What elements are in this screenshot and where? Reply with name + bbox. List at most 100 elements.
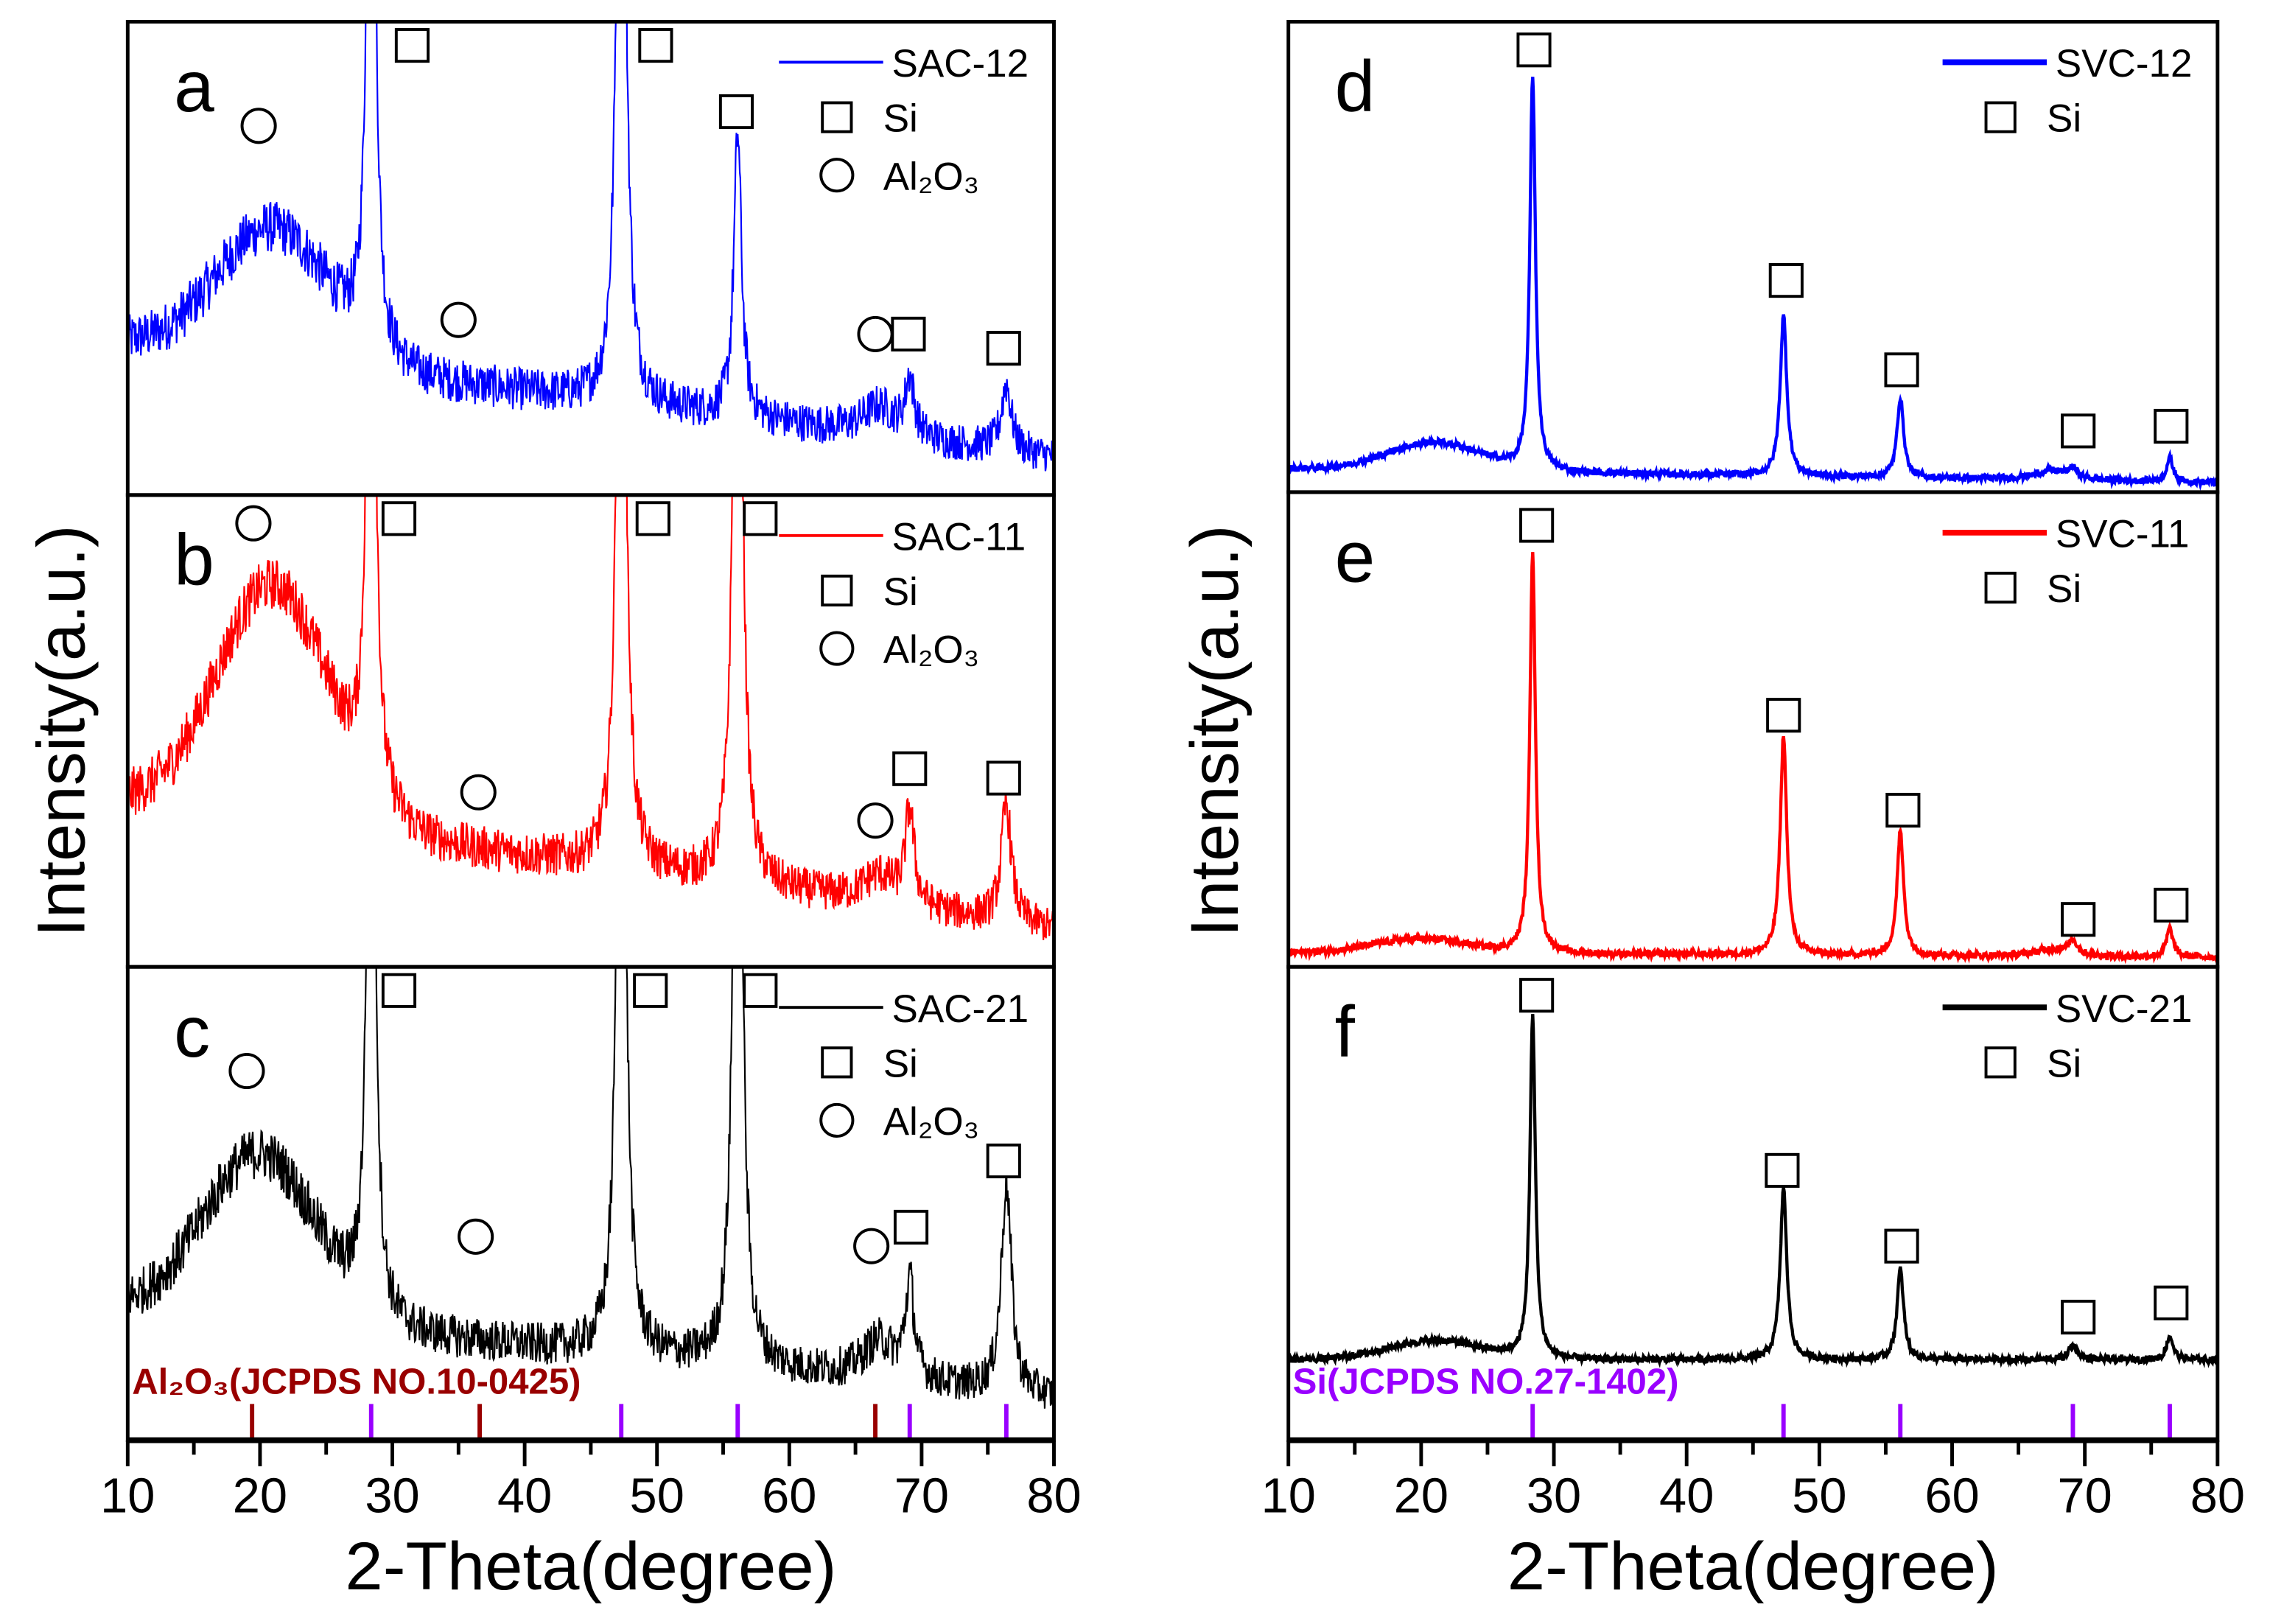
y-axis-title: Intensity(a.u.) [1176,525,1253,937]
si-square-marker [2061,413,2096,449]
al2o3-circle-marker [235,505,272,542]
legend-si-label: Si [883,1042,918,1085]
legend-si-label: Si [2047,97,2081,141]
si-square-marker [986,760,1021,796]
si-square-marker [986,331,1021,366]
legend-series-label: SVC-12 [2056,42,2193,85]
legend-series-label: SAC-11 [891,515,1026,559]
al2o3-circle-marker [458,1218,494,1255]
legend-square-icon [821,574,853,607]
x-tick-label: 80 [2190,1469,2245,1524]
panel-column-right: d SVC-12 Si e SVC-11 Si f SVC-21 Si Si(JCPDS NO.2… [1176,20,2245,1604]
si-square-marker [1519,978,1555,1013]
si-square-marker [892,751,928,786]
si-square-marker [1516,32,1552,68]
series-line-sac-21 [127,967,1054,1409]
al2o3-circle-marker [228,1052,265,1090]
si-square-marker [633,973,668,1008]
legend-si-label: Si [883,97,918,141]
panel-label: a [174,46,214,127]
x-tick-label: 40 [1659,1469,1714,1524]
legend-circle-icon [819,1102,855,1138]
x-tick-label: 50 [1792,1469,1846,1524]
legend-series-label: SVC-11 [2056,513,2190,556]
legend-si-label: Si [2047,1042,2081,1085]
si-square-marker [893,1209,929,1245]
si-square-marker [743,973,778,1008]
x-tick-label: 60 [1924,1469,1979,1524]
panel-label: f [1335,991,1356,1072]
legend-si-label: Si [883,570,918,614]
al2o3-circle-marker [440,301,477,338]
si-square-marker [2154,1285,2189,1320]
panel-label: c [174,991,210,1072]
si-square-marker [1884,352,1919,388]
panel-label: b [174,519,214,601]
si-square-marker [891,316,926,351]
panel-f: f SVC-21 Si [1286,965,2220,1442]
si-square-marker [394,28,430,63]
si-square-marker [1884,1228,1919,1264]
si-square-marker [2154,887,2189,923]
si-square-marker [1765,1152,1800,1188]
x-tick-label: 80 [1026,1469,1081,1524]
si-square-marker [635,501,670,536]
si-square-marker [2154,408,2189,444]
panel-d: d SVC-12 Si [1286,20,2220,494]
al2o3-circle-marker [460,774,497,811]
si-square-marker [1885,792,1921,828]
panel-e: e SVC-11 Si [1286,490,2220,969]
al2o3-circle-marker [857,802,894,839]
legend-square-icon [1984,571,2017,604]
legend-square-icon [821,1046,853,1079]
al2o3-circle-marker [853,1228,890,1264]
panel-label: d [1335,46,1376,127]
legend-circle-icon [819,158,855,193]
si-square-marker [2061,902,2096,937]
legend-al2o3-label: Al₂O₃ [883,629,980,672]
si-square-marker [638,28,673,63]
x-tick-label: 30 [1527,1469,1581,1524]
si-square-marker [718,94,754,130]
x-tick-label: 10 [1261,1469,1316,1524]
legend-series-label: SAC-12 [891,42,1029,85]
al2o3-circle-marker [857,315,894,352]
panel-b: b SAC-11 Si Al₂O₃ [125,493,1056,969]
si-square-marker [381,973,417,1008]
x-tick-label: 60 [762,1469,816,1524]
si-square-marker [1768,263,1804,298]
panel-label: e [1335,517,1376,598]
x-axis-title: 2-Theta(degree) [345,1527,836,1604]
si-square-marker [381,501,417,536]
y-axis-title: Intensity(a.u.) [22,525,99,937]
legend-si-label: Si [2047,567,2081,611]
legend-series-label: SAC-21 [891,987,1029,1031]
series-line-sac-11 [127,494,1054,940]
x-tick-label: 70 [894,1469,949,1524]
legend-square-icon [1984,101,2017,133]
legend-square-icon [1984,1046,2017,1079]
panel-column-left: a SAC-12 Si Al₂O₃ b SAC-11 Si Al₂O₃ c SAC-21 Si Al₂… [22,20,1082,1604]
series-line-svc-21 [1288,1014,2218,1368]
x-tick-label: 20 [1394,1469,1448,1524]
panel-c: c SAC-21 Si Al₂O₃ [125,965,1056,1442]
legend-series-label: SVC-21 [2056,987,2193,1031]
x-tick-label: 10 [100,1469,155,1524]
series-line-svc-11 [1288,552,2218,967]
legend-circle-icon [819,631,855,666]
x-tick-label: 70 [2058,1469,2112,1524]
reference-label: Al₂O₃(JCPDS NO.10-0425) [132,1362,581,1402]
si-square-marker [1766,698,1801,733]
legend-al2o3-label: Al₂O₃ [883,1100,980,1144]
legend-square-icon [821,101,853,133]
x-tick-label: 30 [365,1469,419,1524]
x-tick-label: 50 [630,1469,684,1524]
legend-al2o3-label: Al₂O₃ [883,155,980,198]
series-line-sac-12 [127,21,1054,472]
reference-label: Si(JCPDS NO.27-1402) [1293,1362,1679,1402]
x-tick-label: 20 [233,1469,287,1524]
panel-frame [1286,490,2220,969]
panel-a: a SAC-12 Si Al₂O₃ [125,20,1056,497]
si-square-marker [1519,508,1555,543]
